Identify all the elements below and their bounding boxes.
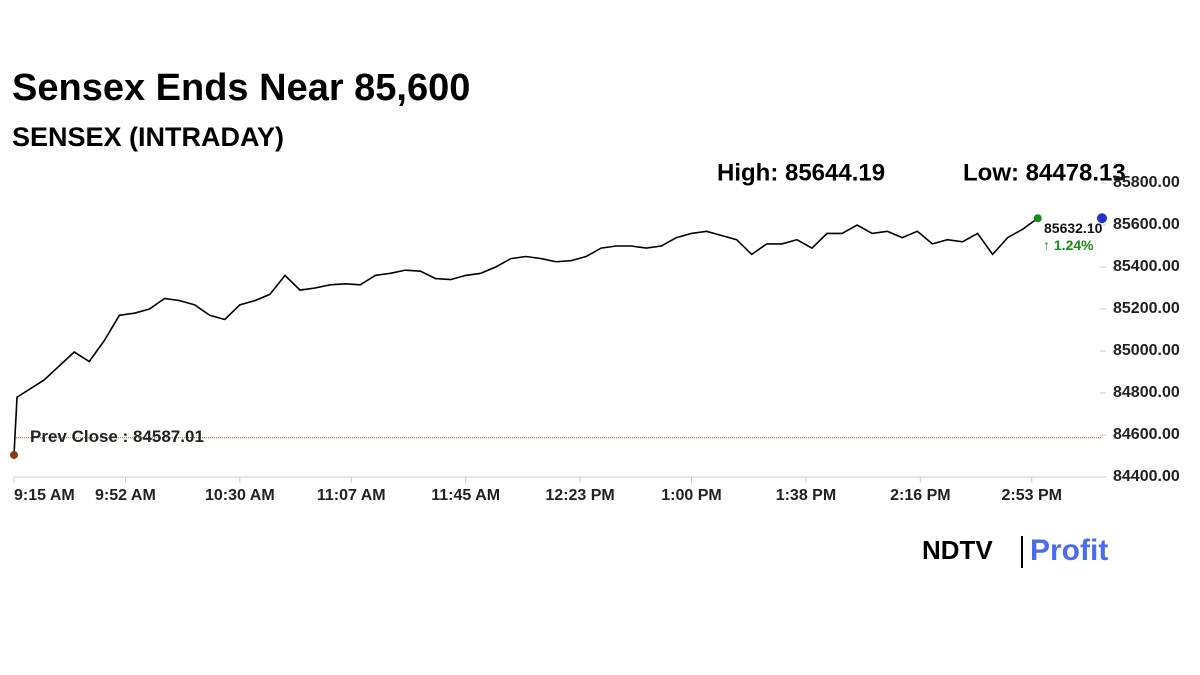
price-line bbox=[13, 217, 1039, 455]
y-tick-label: 85800.00 bbox=[1113, 174, 1180, 191]
prev-close-label: Prev Close : 84587.01 bbox=[30, 427, 204, 446]
logo-ndtv: NDTV bbox=[922, 535, 993, 565]
x-tick-label: 1:00 PM bbox=[661, 487, 721, 504]
y-tick-label: 84400.00 bbox=[1113, 468, 1180, 485]
x-tick-label: 9:15 AM bbox=[14, 487, 75, 504]
chart-subtitle: SENSEX (INTRADAY) bbox=[12, 122, 284, 152]
y-tick-label: 84600.00 bbox=[1113, 426, 1180, 443]
x-tick-label: 1:38 PM bbox=[776, 487, 836, 504]
x-tick-label: 10:30 AM bbox=[205, 487, 275, 504]
last-marker bbox=[1097, 213, 1107, 224]
x-tick-label: 2:16 PM bbox=[890, 487, 950, 504]
low-label: Low: 84478.13 bbox=[963, 159, 1126, 186]
y-tick-label: 85000.00 bbox=[1113, 342, 1180, 359]
start-dot bbox=[10, 450, 18, 459]
change-label: ↑ 1.24% bbox=[1043, 237, 1094, 253]
y-tick-label: 84800.00 bbox=[1113, 384, 1180, 401]
y-tick-label: 85200.00 bbox=[1113, 300, 1180, 317]
x-tick-label: 11:45 AM bbox=[431, 487, 500, 504]
logo-profit: Profit bbox=[1030, 534, 1108, 567]
x-tick-label: 9:52 AM bbox=[95, 487, 156, 504]
x-tick-label: 11:07 AM bbox=[317, 487, 386, 504]
last-value-label: 85632.10 bbox=[1044, 220, 1103, 236]
y-tick-label: 85400.00 bbox=[1113, 258, 1180, 275]
chart-title: Sensex Ends Near 85,600 bbox=[12, 67, 470, 109]
last-dot bbox=[1033, 214, 1042, 223]
y-tick-label: 85600.00 bbox=[1113, 216, 1180, 233]
high-label: High: 85644.19 bbox=[717, 159, 885, 186]
x-tick-label: 2:53 PM bbox=[1002, 487, 1062, 504]
x-tick-label: 12:23 PM bbox=[545, 487, 614, 504]
